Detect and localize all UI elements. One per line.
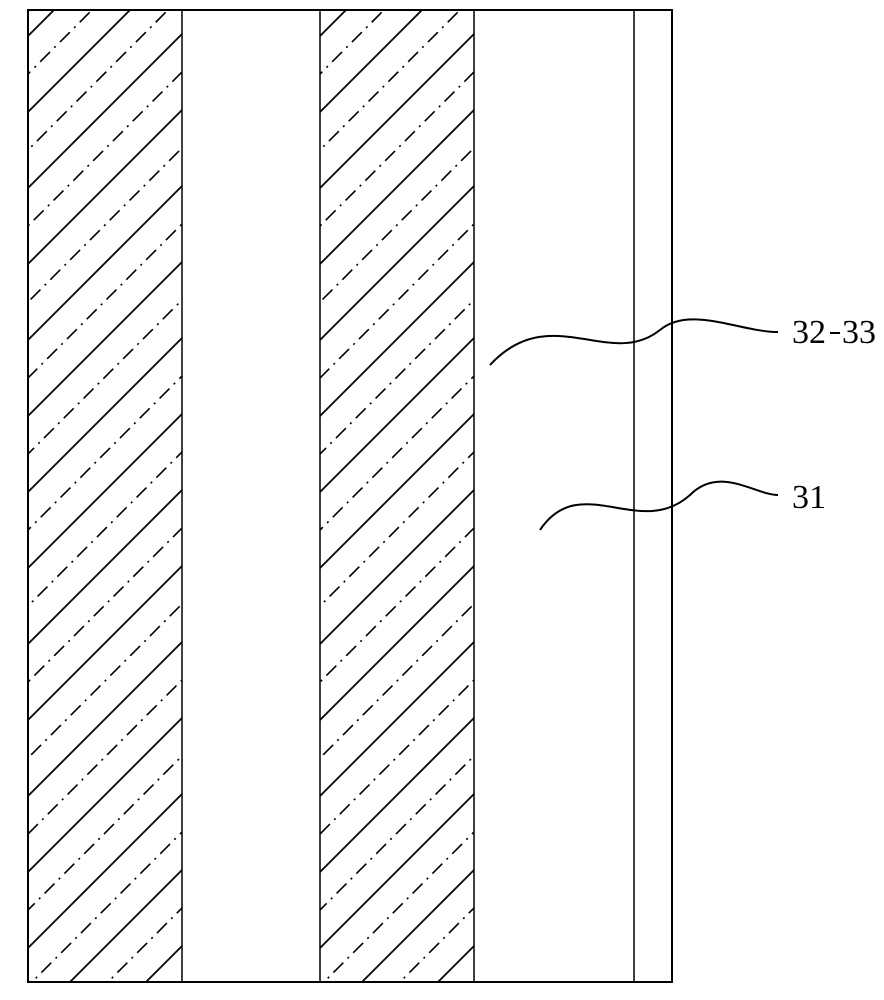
column-border bbox=[28, 10, 182, 982]
leader-curve bbox=[540, 482, 778, 530]
reference-label: 33 bbox=[842, 314, 876, 351]
hatched-column bbox=[0, 0, 884, 1000]
reference-label: 31 bbox=[792, 479, 826, 516]
diagram-svg: 32 33 31 bbox=[0, 0, 884, 1000]
outer-rect bbox=[28, 10, 672, 982]
column-border bbox=[320, 10, 474, 982]
hatched-column bbox=[0, 0, 884, 1000]
reference-label: 32 bbox=[792, 314, 826, 351]
